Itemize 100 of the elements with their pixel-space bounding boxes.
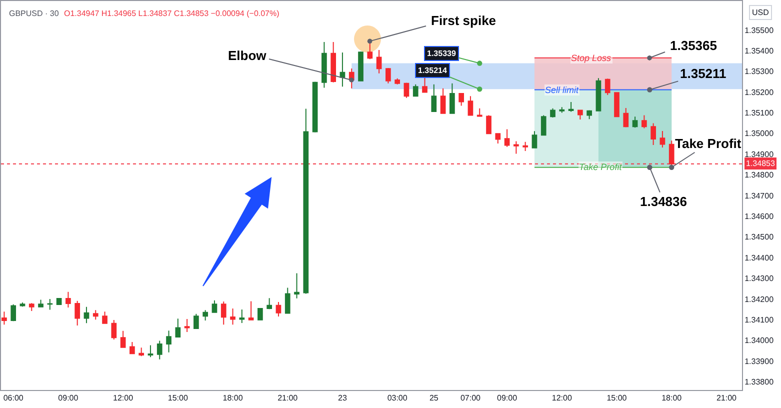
candlestick (540, 114, 546, 136)
candlestick (604, 78, 610, 96)
candlestick (578, 110, 583, 120)
candlestick (230, 308, 236, 326)
candlestick (386, 68, 391, 84)
candlestick (38, 299, 44, 308)
annotation: First spike (431, 13, 496, 28)
candlestick (450, 82, 455, 114)
y-tick-label: 1.34500 (744, 232, 774, 242)
candlestick (294, 272, 300, 299)
x-tick-label: 25 (429, 394, 439, 403)
candlestick (358, 50, 364, 82)
candlestick (130, 342, 135, 354)
y-tick-label: 1.33800 (744, 378, 774, 387)
candlestick (412, 84, 418, 97)
candlestick (632, 116, 638, 128)
candlestick (166, 330, 172, 353)
candlestick (266, 298, 272, 310)
ref-line-label: Sell limit (545, 85, 580, 95)
candlestick (184, 318, 190, 333)
candlestick (404, 82, 410, 98)
candlestick (550, 108, 556, 118)
x-tick-label: 06:00 (3, 394, 24, 403)
x-tick-label: 03:00 (387, 394, 408, 403)
candlestick (559, 106, 565, 114)
candlestick (276, 302, 282, 318)
candlestick (514, 140, 519, 154)
y-tick-label: 1.34300 (744, 274, 774, 284)
y-tick-label: 1.35500 (744, 26, 774, 35)
candlestick (650, 122, 656, 146)
x-tick-label: 21:00 (278, 394, 298, 403)
candlestick (258, 308, 263, 320)
x-tick-label: 18:00 (222, 394, 244, 403)
candlestick (596, 78, 602, 112)
ref-line-label: Take Profit (579, 162, 622, 172)
candlestick (660, 130, 666, 148)
candlestick (148, 344, 154, 358)
annotation: Take Profit (675, 136, 742, 151)
candlestick (138, 347, 144, 357)
candlestick (330, 41, 336, 83)
candlestick (586, 110, 592, 120)
candlestick (20, 302, 26, 308)
candlestick (156, 340, 162, 360)
text: O1.34947 H1.34965 L1.34837 C1.34853 −0.00094 (−0.07%) (64, 9, 280, 18)
candlestick (468, 96, 474, 116)
x-tick-label: 09:00 (497, 394, 518, 403)
candlestick (458, 92, 464, 106)
candlestick (476, 108, 482, 117)
y-tick-label: 1.34600 (744, 212, 774, 221)
candlestick (568, 101, 574, 112)
candlestick (284, 287, 290, 314)
x-tick-label: 15:00 (606, 394, 628, 403)
candlestick (376, 50, 382, 74)
candlestick (47, 298, 53, 310)
candlestick (74, 300, 80, 326)
y-tick-label: 1.34100 (744, 315, 774, 324)
candlestick (212, 300, 218, 313)
candlestick (614, 92, 620, 118)
candlestick (322, 41, 327, 88)
candlestick (532, 130, 538, 148)
candlestick (239, 309, 245, 324)
candlestick (495, 133, 501, 144)
y-tick-label: 1.35400 (744, 46, 774, 56)
text: GBPUSD · 30 (9, 9, 60, 18)
x-tick-label: 23 (338, 394, 348, 403)
y-tick-label: 1.34000 (744, 336, 774, 346)
ref-line-label: Stop Loss (571, 53, 612, 63)
x-tick-label: 09:00 (58, 394, 79, 403)
candlestick (10, 304, 16, 322)
candlestick (28, 302, 34, 312)
candlestick (440, 88, 446, 114)
candlestick (394, 78, 400, 85)
annotation: 1.35214 (418, 66, 448, 75)
ref-line-label: 1.34853 (746, 159, 776, 168)
annotation: 1.35339 (427, 49, 456, 58)
candlestick (522, 141, 528, 152)
candlestick (111, 320, 117, 340)
x-tick-label: 07:00 (460, 394, 482, 403)
candlestick (220, 300, 226, 326)
y-tick-label: 1.35100 (744, 108, 774, 118)
candlestick (56, 298, 62, 306)
annotation: 1.35211 (680, 66, 726, 81)
x-tick-label: 12:00 (552, 394, 572, 403)
candlestick (312, 81, 318, 133)
candlestick (175, 318, 181, 338)
candlestick (303, 108, 309, 294)
candlestick (668, 140, 674, 168)
y-tick-label: 1.35200 (744, 88, 774, 97)
y-tick-label: 1.35000 (744, 129, 774, 138)
candlestick (92, 310, 98, 320)
annotation: Elbow (228, 48, 268, 63)
y-tick-label: 1.35300 (744, 67, 774, 76)
y-tick-label: 1.33900 (744, 356, 774, 366)
candlestick (431, 84, 437, 112)
candlestick (202, 310, 208, 321)
annotation: 1.34836 (640, 194, 687, 209)
candlestick (623, 107, 629, 128)
x-tick-label: 18:00 (662, 394, 682, 403)
candlestick (194, 313, 199, 330)
candlestick (642, 114, 647, 129)
